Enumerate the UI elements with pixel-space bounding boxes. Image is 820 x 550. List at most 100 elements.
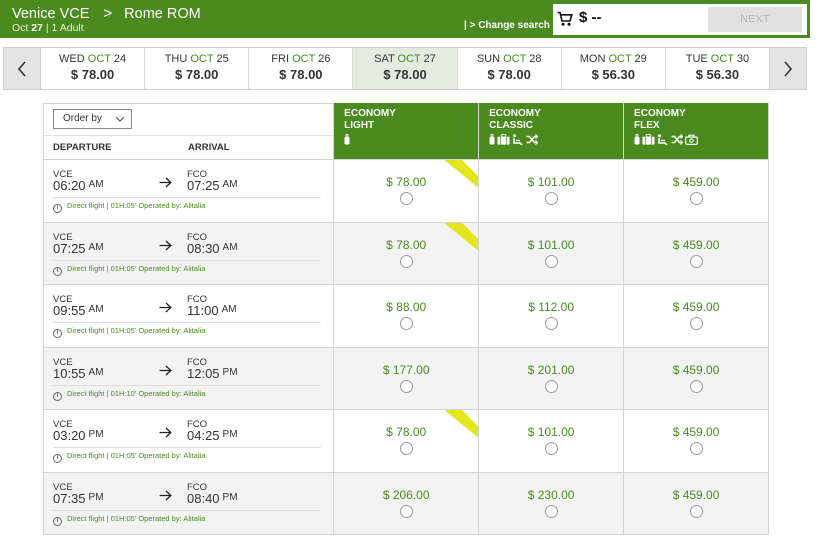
- arrival-time: 12:05 PM: [187, 366, 238, 381]
- date-tab-label: SAT OCT 27: [353, 53, 456, 65]
- suitcase-icon: [497, 134, 512, 151]
- flight-details-link[interactable]: i Direct flight | 01H:05' Operated by: Al…: [53, 326, 205, 338]
- fare-price: $ 459.00: [672, 362, 720, 377]
- date-tab-thu[interactable]: THU OCT 25 $ 78.00: [144, 48, 249, 89]
- fare-radio[interactable]: [544, 192, 558, 205]
- fare-option-flex[interactable]: $ 459.00: [623, 285, 768, 347]
- arrival-airport: FCO: [187, 356, 208, 368]
- order-by-select[interactable]: Order by: [53, 109, 132, 129]
- fare-option-flex[interactable]: $ 459.00: [623, 347, 768, 409]
- fare-header-classic[interactable]: ECONOMY CLASSIC: [478, 103, 624, 159]
- fare-radio[interactable]: [544, 317, 558, 330]
- date-tab-wed[interactable]: WED OCT 24 $ 78.00: [41, 48, 145, 89]
- flight-details-text: Direct flight | 01H:05' Operated by: Ali…: [67, 451, 206, 460]
- departure-time-value: 09:55: [53, 303, 86, 318]
- fare-radio[interactable]: [399, 192, 413, 205]
- cart-box: $ -- NEXT: [553, 4, 807, 35]
- date-tab-day: 24: [110, 53, 127, 65]
- date-tab-price: $ 78.00: [279, 67, 323, 82]
- flight-details-link[interactable]: i Direct flight | 01H:05' Operated by: Al…: [53, 201, 205, 213]
- fare-name-line1: ECONOMY: [634, 108, 686, 119]
- fare-option-light[interactable]: $ 206.00: [333, 472, 478, 534]
- flight-info: VCE 07:25 AM FCO 08:30 AM i Direct flight | 01H…: [44, 223, 333, 285]
- fare-radio[interactable]: [689, 504, 703, 518]
- date-day: 27: [31, 22, 43, 34]
- arrow-right-icon: [159, 240, 172, 250]
- fare-option-flex[interactable]: $ 459.00: [623, 472, 768, 534]
- fare-option-flex[interactable]: $ 459.00: [623, 410, 768, 472]
- arrival-airport: FCO: [187, 419, 208, 430]
- order-by-label: Order by: [63, 113, 102, 124]
- date-tab-sat[interactable]: SAT OCT 27 $ 78.00: [352, 48, 457, 89]
- fare-option-light[interactable]: $ 177.00: [333, 347, 478, 409]
- date-tab-fri[interactable]: FRI OCT 26 $ 78.00: [248, 48, 353, 89]
- date-tab-weekday: THU: [164, 53, 191, 65]
- date-tab-tue[interactable]: TUE OCT 30 $ 56.30: [664, 48, 769, 89]
- previous-dates-button[interactable]: [4, 48, 41, 89]
- fare-radio[interactable]: [689, 254, 703, 268]
- departure-column-header: DEPARTURE: [53, 142, 112, 153]
- fare-option-classic[interactable]: $ 201.00: [478, 347, 623, 409]
- arrival-column-header: ARRIVAL: [188, 142, 230, 153]
- fare-radio[interactable]: [399, 379, 413, 393]
- fare-option-light[interactable]: $ 78.00: [333, 160, 479, 222]
- arrival-ampm: PM: [222, 429, 238, 440]
- departure-airport: VCE: [53, 231, 73, 243]
- fare-header-flex[interactable]: ECONOMY FLEX: [623, 103, 768, 159]
- date-tab-label: TUE OCT 30: [666, 53, 769, 65]
- fare-radio[interactable]: [689, 442, 703, 455]
- flight-details-link[interactable]: i Direct flight | 01H:05' Operated by: Al…: [53, 264, 205, 276]
- date-tab-price: $ 78.00: [70, 67, 115, 82]
- fare-option-light[interactable]: $ 78.00: [333, 222, 479, 284]
- arrival-time-value: 08:40: [187, 490, 220, 506]
- fare-radio[interactable]: [689, 317, 703, 330]
- fare-price: $ 459.00: [672, 237, 720, 252]
- flight-details-link[interactable]: i Direct flight | 01H:05' Operated by: Al…: [53, 514, 205, 526]
- next-dates-button[interactable]: [769, 48, 806, 89]
- seat-icon: [512, 134, 526, 151]
- flight-info: VCE 10:55 AM FCO 12:05 PM i Direct flight | 01H…: [44, 348, 333, 410]
- arrival-time: 08:40 PM: [187, 491, 238, 506]
- fare-option-classic[interactable]: $ 101.00: [478, 160, 623, 222]
- flight-details-link[interactable]: i Direct flight | 01H:05' Operated by: Al…: [53, 451, 205, 463]
- fare-radio[interactable]: [544, 254, 558, 268]
- fare-option-classic[interactable]: $ 112.00: [478, 285, 623, 347]
- fare-radio[interactable]: [399, 504, 413, 518]
- fare-radio[interactable]: [399, 317, 413, 330]
- fare-header-light[interactable]: ECONOMY LIGHT: [333, 103, 479, 159]
- fare-option-flex[interactable]: $ 459.00: [623, 222, 768, 284]
- passenger-count: | 1 Adult: [45, 22, 84, 34]
- departure-time: 07:25 AM: [53, 241, 104, 256]
- date-tab-label: SUN OCT 28: [458, 53, 561, 65]
- fare-option-flex[interactable]: $ 459.00: [623, 160, 768, 222]
- date-tab-mon[interactable]: MON OCT 29 $ 56.30: [560, 48, 665, 89]
- fare-radio[interactable]: [689, 379, 703, 393]
- flight-details-link[interactable]: i Direct flight | 01H:10' Operated by: Al…: [53, 389, 205, 401]
- fare-radio[interactable]: [689, 192, 703, 205]
- fare-option-light[interactable]: $ 78.00: [333, 410, 479, 472]
- fare-icons: [344, 134, 478, 146]
- departure-time-value: 10:55: [53, 365, 86, 381]
- departure-airport: VCE: [53, 294, 73, 305]
- date-tab-sun[interactable]: SUN OCT 28 $ 78.00: [456, 48, 561, 89]
- lowest-price-ribbon-icon: [444, 222, 479, 250]
- fare-radio[interactable]: [399, 254, 413, 268]
- fare-option-light[interactable]: $ 88.00: [333, 285, 478, 347]
- next-button[interactable]: NEXT: [708, 7, 802, 32]
- fare-radio[interactable]: [544, 379, 558, 393]
- change-icon: [671, 134, 685, 151]
- fare-option-classic[interactable]: $ 230.00: [478, 472, 623, 534]
- change-search-link[interactable]: | > Change search: [464, 20, 550, 31]
- fare-name: ECONOMY CLASSIC: [489, 108, 623, 131]
- flight-info: VCE 07:35 PM FCO 08:40 PM i Direct flight | 01H…: [44, 473, 333, 535]
- date-tab-month: OCT: [710, 53, 734, 65]
- fare-price: $ 101.00: [527, 237, 575, 252]
- fare-option-classic[interactable]: $ 101.00: [478, 222, 623, 284]
- fare-radio[interactable]: [544, 442, 558, 455]
- date-tab-weekday: WED: [59, 53, 88, 65]
- fare-radio[interactable]: [399, 442, 413, 455]
- divider: [53, 197, 321, 198]
- fare-radio[interactable]: [544, 504, 558, 518]
- chevron-right-icon: [784, 60, 793, 77]
- fare-option-classic[interactable]: $ 101.00: [478, 410, 623, 472]
